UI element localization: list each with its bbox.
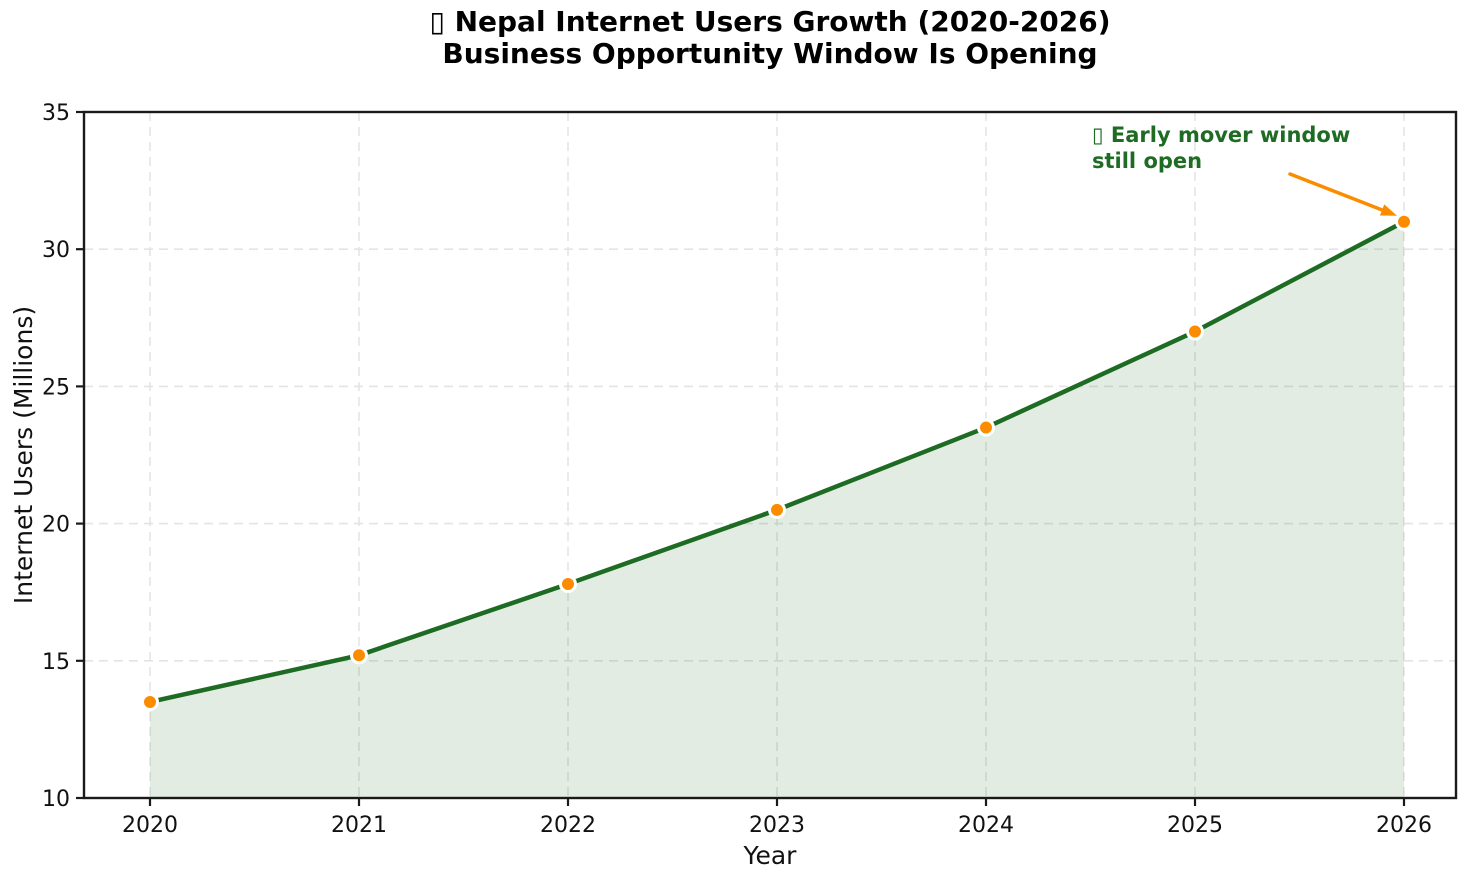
- x-tick-label: 2025: [1167, 813, 1223, 838]
- axes-spines: [82, 110, 1458, 800]
- y-tick-label: 35: [42, 101, 70, 126]
- annotation-text-line1: ▯ Early mover window: [1092, 123, 1350, 147]
- annotation-arrow-shaft: [1288, 172, 1392, 215]
- annotation-text-line2: still open: [1092, 149, 1202, 173]
- y-tick-label: 10: [42, 787, 70, 812]
- chart-title: ▯ Nepal Internet Users Growth (2020-2026…: [84, 6, 1456, 70]
- data-point-2022: [559, 574, 577, 593]
- chart-title-line2: Business Opportunity Window Is Opening: [442, 36, 1098, 70]
- data-point-2025: [1186, 322, 1204, 341]
- data-point-2023: [768, 500, 786, 519]
- data-point-2021: [350, 646, 368, 665]
- x-tick-label: 2021: [331, 813, 387, 838]
- chart-title-line1: ▯ Nepal Internet Users Growth (2020-2026…: [429, 5, 1111, 38]
- y-tick-label: 30: [42, 238, 70, 263]
- annotation-arrow-head: [1379, 204, 1397, 216]
- x-tick-label: 2023: [749, 813, 805, 838]
- x-tick-label: 2022: [540, 813, 596, 838]
- data-point-2026: [1395, 212, 1413, 231]
- y-tick-label: 20: [42, 513, 70, 538]
- data-point-2024: [977, 418, 995, 437]
- x-tick-label: 2026: [1376, 813, 1432, 838]
- y-tick-label: 25: [42, 375, 70, 400]
- data-point-2020: [141, 692, 159, 711]
- y-axis-label: Internet Users (Millions): [9, 306, 38, 604]
- y-tick-label: 15: [42, 650, 70, 675]
- x-tick-label: 2020: [122, 813, 178, 838]
- x-axis-label: Year: [743, 841, 798, 870]
- x-tick-label: 2024: [958, 813, 1014, 838]
